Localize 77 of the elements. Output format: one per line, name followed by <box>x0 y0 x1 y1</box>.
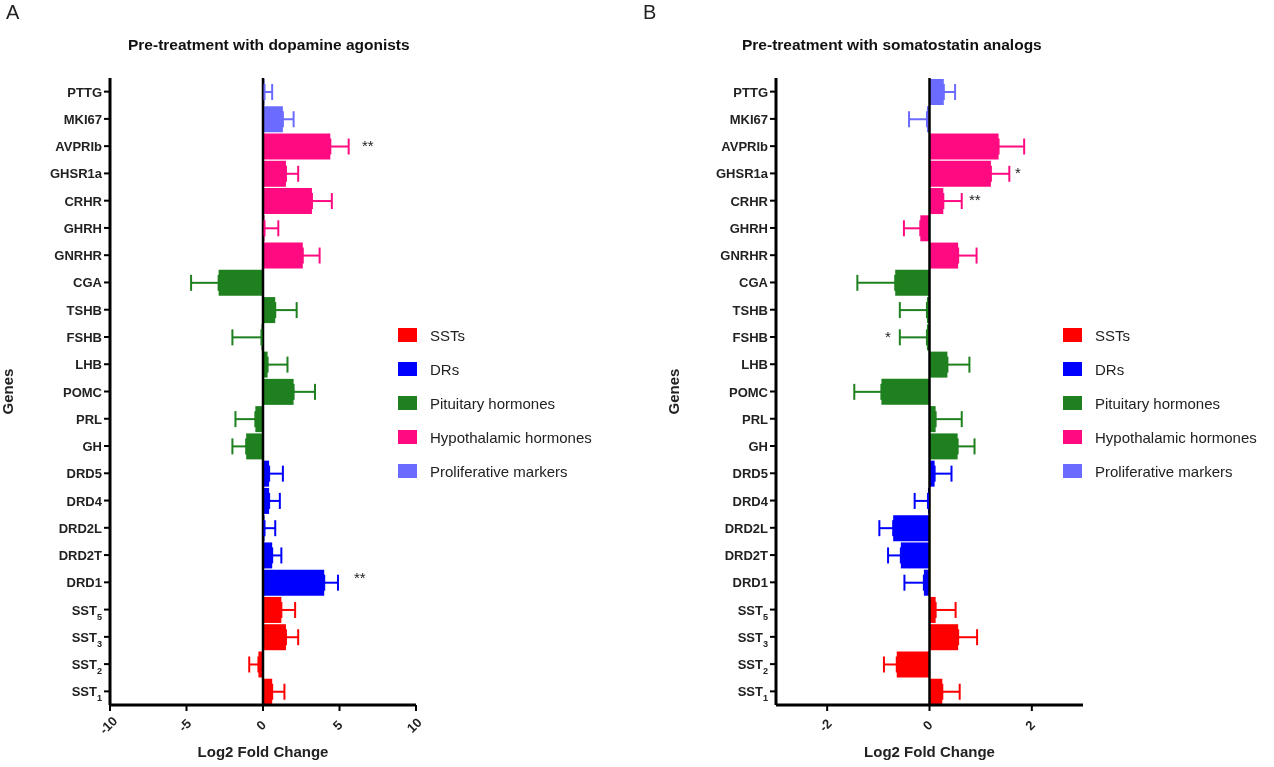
y-axis-title: Genes <box>665 368 683 415</box>
y-tick-label: SST$_{1}$ <box>71 684 102 704</box>
y-tick-label: TSHB <box>732 302 768 318</box>
y-tick-label: DRD4 <box>66 493 103 509</box>
y-tick-label: DRD2L <box>724 520 769 536</box>
annotation: * <box>1015 163 1021 183</box>
y-tick-label: DRD2L <box>58 520 103 536</box>
y-tick-label: PRL <box>742 411 769 427</box>
annotation: ** <box>362 136 374 156</box>
y-tick-label: DRD4 <box>732 493 769 509</box>
y-tick-label: DRD2T <box>58 548 103 564</box>
y-tick-label: DRD1 <box>66 575 102 591</box>
y-tick-label: GHRH <box>63 220 102 236</box>
x-tick-label: 5 <box>329 717 346 734</box>
y-tick-label: CGA <box>739 275 769 291</box>
y-tick-label: DRD5 <box>66 466 102 482</box>
x-tick-label: -5 <box>175 715 195 735</box>
x-tick-label: -2 <box>816 715 835 735</box>
x-tick-label: 2 <box>1022 717 1038 734</box>
y-tick-label: SST$_{5}$ <box>737 602 768 622</box>
legend-label: SSTs <box>430 326 466 344</box>
y-tick-label: GH <box>82 439 102 455</box>
x-tick-label: 10 <box>403 714 425 736</box>
y-tick-label: CRHR <box>730 193 769 209</box>
y-tick-label: MKI67 <box>63 111 102 127</box>
y-tick-label: AVPRIb <box>55 139 103 155</box>
annotation: ** <box>354 568 366 588</box>
text: B <box>643 1 657 23</box>
y-tick-label: SST$_{3}$ <box>71 629 102 649</box>
y-tick-label: TSHB <box>66 302 102 318</box>
legend-label: DRs <box>1095 360 1125 378</box>
y-tick-label: GHSR1a <box>715 166 769 182</box>
y-tick-label: PTTG <box>733 84 768 100</box>
y-tick-label: PTTG <box>67 84 102 100</box>
y-tick-label: FSHB <box>66 329 102 345</box>
y-tick-label: GHSR1a <box>49 166 103 182</box>
legend-label: Proliferative markers <box>1095 462 1233 480</box>
y-tick-label: GNRHR <box>54 248 103 264</box>
x-axis-title: Log2 Fold Change <box>864 743 995 760</box>
legend-label: Hypothalamic hormones <box>430 428 592 446</box>
legend-label: Pituitary hormones <box>1095 394 1221 412</box>
y-tick-label: POMC <box>63 384 103 400</box>
y-tick-label: SST$_{5}$ <box>71 602 102 622</box>
y-tick-label: SST$_{2}$ <box>71 657 102 677</box>
x-tick-label: 0 <box>253 717 270 734</box>
legend-label: Proliferative markers <box>430 462 568 480</box>
y-tick-label: SST$_{1}$ <box>737 684 768 704</box>
chart-title: Pre-treatment with somatostatin analogs <box>742 36 1042 54</box>
legend-label: Hypothalamic hormones <box>1095 428 1257 446</box>
y-tick-label: CGA <box>73 275 103 291</box>
x-tick-label: 0 <box>919 717 936 734</box>
y-tick-label: LHB <box>75 357 102 373</box>
y-tick-label: GHRH <box>729 220 768 236</box>
legend-label: SSTs <box>1095 326 1131 344</box>
y-tick-label: DRD2T <box>724 548 769 564</box>
y-tick-label: PRL <box>76 411 103 427</box>
x-tick-label: -10 <box>96 713 121 738</box>
y-tick-label: LHB <box>741 357 768 373</box>
y-tick-label: AVPRIb <box>721 139 769 155</box>
annotation: ** <box>969 190 981 210</box>
y-axis-title: Genes <box>0 368 17 415</box>
y-tick-label: GH <box>748 439 768 455</box>
y-tick-label: POMC <box>729 384 769 400</box>
text: A <box>6 1 20 23</box>
y-tick-label: SST$_{2}$ <box>737 657 768 677</box>
annotation: * <box>885 327 891 347</box>
x-axis-title: Log2 Fold Change <box>197 743 329 760</box>
y-tick-label: DRD1 <box>732 575 768 591</box>
y-tick-label: CRHR <box>64 193 103 209</box>
y-tick-label: FSHB <box>732 329 768 345</box>
y-tick-label: GNRHR <box>720 248 769 264</box>
legend-label: Pituitary hormones <box>430 394 556 412</box>
y-tick-label: DRD5 <box>732 466 768 482</box>
legend-label: DRs <box>430 360 460 378</box>
y-tick-label: SST$_{3}$ <box>737 629 768 649</box>
y-tick-label: MKI67 <box>729 111 768 127</box>
chart-title: Pre-treatment with dopamine agonists <box>128 36 410 54</box>
